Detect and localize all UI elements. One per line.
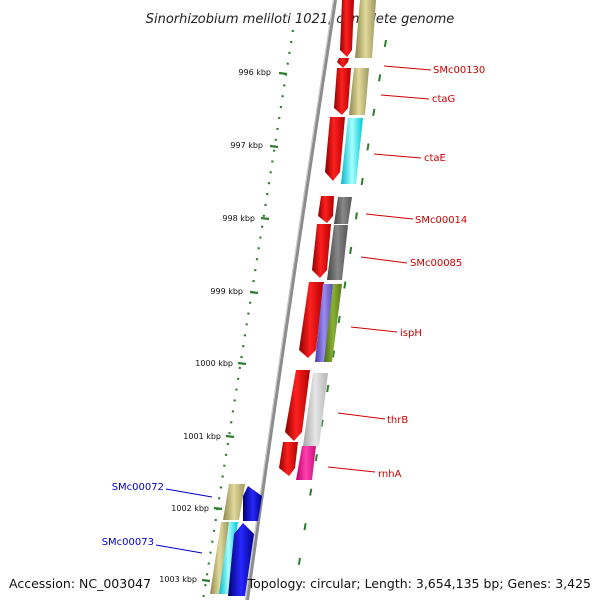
cds-arrow[interactable] [312,224,331,278]
map-title: Sinorhizobium meliloti 1021, complete ge… [146,12,455,27]
tick-label-1001: 1001 kbp [183,432,221,441]
forward-category-track [296,0,376,480]
label-leader [380,94,430,100]
cds-arrow[interactable] [334,68,351,115]
cds-arrow[interactable] [299,282,324,358]
category-block[interactable] [315,284,333,362]
major-tick [278,71,288,76]
category-block[interactable] [303,373,328,446]
category-block[interactable] [223,484,245,520]
reverse-cds-track [228,486,262,596]
tick-label-1002: 1002 kbp [171,504,209,513]
major-tick [249,290,259,295]
cds-arrow[interactable] [337,58,349,68]
major-tick [225,434,235,439]
label-leader [360,256,408,264]
category-block[interactable] [210,522,229,594]
genome-backbone [245,0,337,600]
cds-arrow[interactable] [318,196,334,223]
tick-label-998: 998 kbp [222,214,255,223]
label-leader [350,326,398,333]
label-leader [327,466,376,473]
gene-label-isph[interactable]: ispH [400,328,422,339]
label-leader [383,65,432,71]
label-leader [337,412,386,420]
cds-arrow[interactable] [279,442,298,476]
gene-label-smc00014[interactable]: SMc00014 [415,215,467,226]
tick-label-999: 999 kbp [210,287,243,296]
category-block[interactable] [341,118,363,184]
label-leader [165,488,213,498]
cds-arrow[interactable] [285,370,310,441]
scale-ticks: 996 kbp 997 kbp 998 kbp 999 kbp 1000 kbp… [159,68,288,584]
major-tick [213,506,223,511]
gene-label-smc00130[interactable]: SMc00130 [433,65,485,76]
cds-arrow[interactable] [325,117,345,181]
gene-label-smc00085[interactable]: SMc00085 [410,258,462,269]
cds-arrow[interactable] [243,486,262,521]
major-tick [260,216,270,221]
label-leader [155,544,203,554]
major-tick [201,578,211,583]
label-leader [373,153,422,159]
tick-label-996: 996 kbp [238,68,271,77]
tick-label-1000: 1000 kbp [195,359,233,368]
accession-text: Accession: NC_003047 [9,576,152,591]
forward-gene-labels: SMc00130 ctaG ctaE SMc00014 SMc00085 isp… [327,65,485,480]
gene-label-smc00072[interactable]: SMc00072 [112,482,164,493]
category-block[interactable] [219,522,238,594]
category-block[interactable] [355,0,376,58]
gene-label-ctae[interactable]: ctaE [424,153,446,164]
gene-label-ctag[interactable]: ctaG [432,94,455,105]
topology-text: Topology: circular; Length: 3,654,135 bp… [247,576,591,591]
gene-label-thrb[interactable]: thrB [387,415,408,426]
category-block[interactable] [349,68,369,115]
tick-label-997: 997 kbp [230,141,263,150]
cds-arrow[interactable] [340,0,354,57]
cds-arrow[interactable] [228,523,254,596]
outer-tick-track [297,39,387,571]
major-tick [237,361,247,366]
gene-label-smc00073[interactable]: SMc00073 [102,537,154,548]
category-block[interactable] [327,225,348,280]
category-block[interactable] [296,446,316,480]
major-tick [269,144,279,149]
category-block[interactable] [334,197,352,224]
reverse-category-track [210,484,245,594]
label-leader [365,213,414,220]
gene-label-rnha[interactable]: rnhA [378,469,402,480]
category-block[interactable] [324,284,342,362]
reverse-gene-labels: SMc00072 SMc00073 [102,482,213,554]
forward-cds-track [279,0,354,476]
tick-label-1003: 1003 kbp [159,575,197,584]
